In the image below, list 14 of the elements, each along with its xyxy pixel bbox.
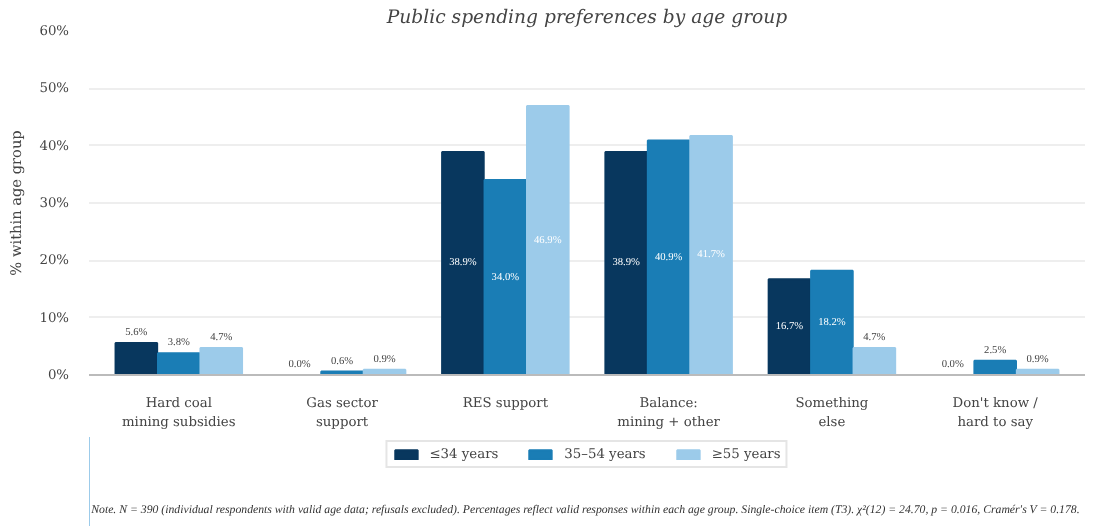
bar bbox=[973, 359, 1017, 375]
bar bbox=[646, 139, 691, 375]
bar bbox=[441, 150, 485, 375]
bar bbox=[767, 278, 812, 375]
bar bbox=[157, 352, 201, 375]
bar bbox=[810, 269, 854, 375]
bar bbox=[199, 347, 244, 375]
bar bbox=[689, 134, 733, 375]
bar bbox=[604, 150, 648, 375]
bar bbox=[114, 341, 159, 375]
bar bbox=[483, 179, 528, 375]
bar bbox=[852, 347, 897, 375]
bar bbox=[526, 105, 570, 375]
chart-title: Public spending preferences by age group bbox=[384, 7, 788, 29]
